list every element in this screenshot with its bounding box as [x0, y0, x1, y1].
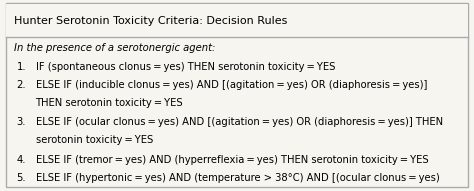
Text: THEN serotonin toxicity = YES: THEN serotonin toxicity = YES	[36, 98, 183, 108]
Text: 1.: 1.	[17, 62, 26, 72]
Text: IF (spontaneous clonus = yes) THEN serotonin toxicity = YES: IF (spontaneous clonus = yes) THEN serot…	[36, 62, 335, 72]
Text: 4.: 4.	[17, 155, 26, 165]
Text: ELSE IF (inducible clonus = yes) AND [(agitation = yes) OR (diaphoresis = yes)]: ELSE IF (inducible clonus = yes) AND [(a…	[36, 80, 427, 90]
Text: 3.: 3.	[17, 117, 26, 127]
Text: ELSE IF (tremor = yes) AND (hyperreflexia = yes) THEN serotonin toxicity = YES: ELSE IF (tremor = yes) AND (hyperreflexi…	[36, 155, 428, 165]
Text: Hunter Serotonin Toxicity Criteria: Decision Rules: Hunter Serotonin Toxicity Criteria: Deci…	[14, 15, 288, 26]
Text: ELSE IF (hypertonic = yes) AND (temperature > 38°C) AND [(ocular clonus = yes): ELSE IF (hypertonic = yes) AND (temperat…	[36, 173, 439, 183]
FancyBboxPatch shape	[6, 3, 468, 187]
Text: ELSE IF (ocular clonus = yes) AND [(agitation = yes) OR (diaphoresis = yes)] THE: ELSE IF (ocular clonus = yes) AND [(agit…	[36, 117, 443, 127]
Text: In the presence of a serotonergic agent:: In the presence of a serotonergic agent:	[14, 43, 216, 53]
Text: 5.: 5.	[17, 173, 26, 183]
FancyBboxPatch shape	[6, 4, 468, 37]
Text: 2.: 2.	[17, 80, 26, 90]
Text: serotonin toxicity = YES: serotonin toxicity = YES	[36, 135, 153, 146]
